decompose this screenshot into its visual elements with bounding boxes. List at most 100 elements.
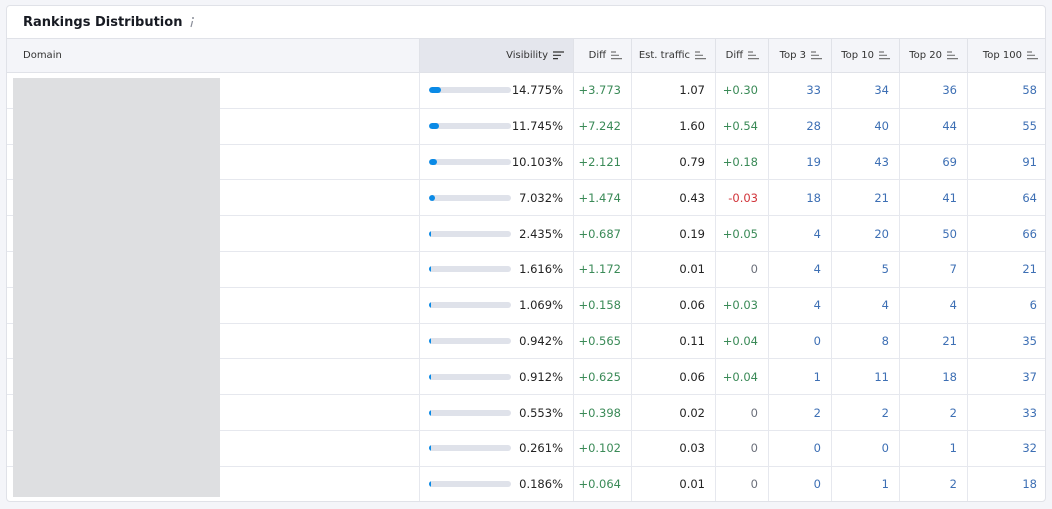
cell-value[interactable]: 0 <box>813 441 821 456</box>
cell-value[interactable]: 6 <box>1029 298 1037 313</box>
cell-value[interactable]: 21 <box>1022 262 1037 277</box>
cell-value[interactable]: 19 <box>806 154 821 169</box>
cell: 58 <box>967 73 1045 108</box>
sort-icon[interactable] <box>611 51 622 60</box>
cell: 1.616% <box>419 251 573 287</box>
column-header[interactable]: Top 10 <box>831 39 899 72</box>
column-header[interactable]: Top 3 <box>768 39 831 72</box>
cell-value[interactable]: 4 <box>813 298 821 313</box>
cell-value[interactable]: 4 <box>813 262 821 277</box>
cell-value[interactable]: 66 <box>1022 226 1037 241</box>
cell-value[interactable]: 37 <box>1022 369 1037 384</box>
card: Rankings Distribution Domain Visibility Di… <box>6 5 1046 502</box>
sort-icon[interactable] <box>553 51 564 60</box>
visibility-track <box>429 409 511 416</box>
cell-value[interactable]: 0 <box>881 441 889 456</box>
cell-value[interactable]: 2 <box>949 405 957 420</box>
sort-icon[interactable] <box>947 51 958 60</box>
cell-value: +7.242 <box>578 119 621 134</box>
column-header[interactable]: Diff <box>715 39 768 72</box>
cell-value[interactable]: 64 <box>1022 190 1037 205</box>
visibility-bar <box>429 266 431 273</box>
cell-value[interactable]: 40 <box>874 119 889 134</box>
cell-value[interactable]: 1 <box>813 369 821 384</box>
cell-value[interactable]: 0 <box>813 477 821 492</box>
cell-value[interactable]: 11 <box>874 369 889 384</box>
cell: 8 <box>831 323 899 359</box>
cell-value[interactable]: 21 <box>942 333 957 348</box>
cell-value[interactable]: 58 <box>1022 83 1037 98</box>
cell-value[interactable]: 33 <box>1022 405 1037 420</box>
cell-value[interactable]: 2 <box>881 405 889 420</box>
cell: 2 <box>831 395 899 430</box>
cell: 1 <box>899 430 967 466</box>
column-header[interactable]: Est. traffic <box>631 39 715 72</box>
redacted-domains <box>13 78 220 497</box>
table-row: 10.103% +2.121 0.79 +0.18 19 43 69 91 <box>7 144 1045 181</box>
cell-value[interactable]: 18 <box>806 190 821 205</box>
column-header[interactable]: Visibility <box>419 39 573 72</box>
cell: 0 <box>768 466 831 501</box>
column-header[interactable]: Top 20 <box>899 39 967 72</box>
cell: +0.687 <box>573 216 631 251</box>
column-header[interactable]: Top 100 <box>967 39 1045 72</box>
cell-value[interactable]: 1 <box>881 477 889 492</box>
sort-icon[interactable] <box>811 51 822 60</box>
cell-value: +0.687 <box>578 226 621 241</box>
cell-value[interactable]: 0 <box>813 333 821 348</box>
cell-value[interactable]: 32 <box>1022 441 1037 456</box>
cell-value[interactable]: 20 <box>874 226 889 241</box>
column-header-label: Diff <box>588 50 606 61</box>
visibility-track <box>429 123 511 130</box>
cell-value[interactable]: 33 <box>806 83 821 98</box>
table-row: 11.745% +7.242 1.60 +0.54 28 40 44 55 <box>7 108 1045 145</box>
sort-icon[interactable] <box>1027 51 1038 60</box>
cell-value[interactable]: 91 <box>1022 154 1037 169</box>
sort-icon[interactable] <box>748 51 759 60</box>
cell-value[interactable]: 4 <box>813 226 821 241</box>
cell-value[interactable]: 69 <box>942 154 957 169</box>
column-header-label: Top 10 <box>841 50 874 61</box>
table-row: 7.032% +1.474 0.43 -0.03 18 21 41 64 <box>7 180 1045 217</box>
cell-value[interactable]: 1 <box>949 441 957 456</box>
cell-value[interactable]: 5 <box>881 262 889 277</box>
cell-value[interactable]: 4 <box>881 298 889 313</box>
cell: 2 <box>899 395 967 430</box>
cell-value[interactable]: 44 <box>942 119 957 134</box>
cell-value[interactable]: 55 <box>1022 119 1037 134</box>
cell-value[interactable]: 50 <box>942 226 957 241</box>
cell-value: +1.172 <box>578 262 621 277</box>
cell-value[interactable]: 2 <box>949 477 957 492</box>
cell-value[interactable]: 21 <box>874 190 889 205</box>
cell-value: 0 <box>750 262 758 277</box>
cell-value[interactable]: 18 <box>1022 477 1037 492</box>
cell-value[interactable]: 2 <box>813 405 821 420</box>
cell-value[interactable]: 7 <box>949 262 957 277</box>
cell-value[interactable]: 35 <box>1022 333 1037 348</box>
column-header-label: Top 100 <box>982 50 1022 61</box>
info-icon[interactable] <box>188 16 196 28</box>
cell: 10.103% <box>419 144 573 180</box>
cell-value: 0.912% <box>519 369 563 384</box>
cell-value[interactable]: 43 <box>874 154 889 169</box>
cell-value[interactable]: 36 <box>942 83 957 98</box>
cell-value[interactable]: 28 <box>806 119 821 134</box>
cell-value: +0.05 <box>722 226 758 241</box>
cell: 0 <box>715 251 768 287</box>
cell: 0.553% <box>419 395 573 430</box>
visibility-bar <box>429 158 438 165</box>
cell-value[interactable]: 34 <box>874 83 889 98</box>
cell: 1.07 <box>631 73 715 108</box>
cell-value[interactable]: 8 <box>881 333 889 348</box>
cell-value[interactable]: 18 <box>942 369 957 384</box>
cell-value[interactable]: 41 <box>942 190 957 205</box>
column-header[interactable]: Diff <box>573 39 631 72</box>
column-header-label: Visibility <box>506 50 548 61</box>
sort-icon[interactable] <box>695 51 706 60</box>
cell: 66 <box>967 216 1045 251</box>
cell-value[interactable]: 4 <box>949 298 957 313</box>
sort-icon[interactable] <box>879 51 890 60</box>
cell: +0.102 <box>573 430 631 466</box>
cell-value: 0 <box>750 441 758 456</box>
cell-value: 0.03 <box>679 441 705 456</box>
